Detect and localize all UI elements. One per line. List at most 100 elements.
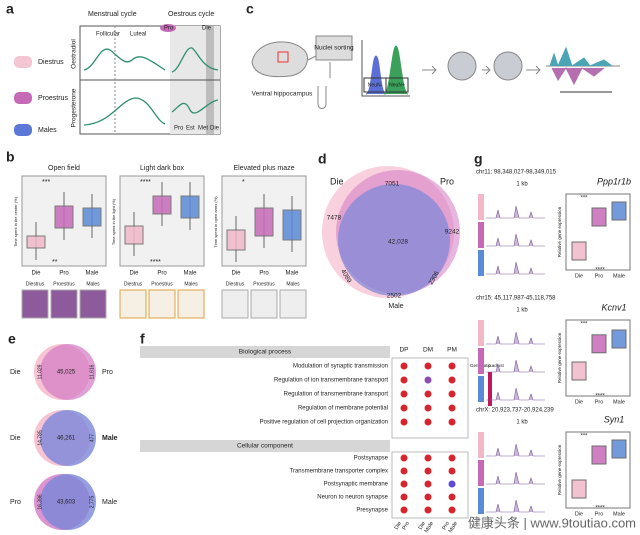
dot bbox=[448, 362, 456, 370]
colorbar bbox=[488, 372, 492, 406]
dot bbox=[400, 454, 408, 462]
group-label: Pro bbox=[59, 271, 69, 277]
dot bbox=[424, 404, 432, 412]
panel-label: g bbox=[474, 151, 483, 167]
image-label: Proestrus bbox=[151, 281, 173, 287]
gbox bbox=[611, 201, 627, 221]
dot bbox=[424, 390, 432, 398]
x-label: Die bbox=[394, 521, 403, 531]
phase-label: Pro bbox=[164, 26, 174, 32]
arena-image bbox=[50, 289, 78, 319]
track-band bbox=[478, 348, 484, 374]
box bbox=[152, 195, 172, 215]
group-label: Pro bbox=[157, 271, 167, 277]
panel-label: d bbox=[318, 151, 327, 167]
dot bbox=[448, 493, 456, 501]
group-label: Die bbox=[575, 511, 583, 517]
track bbox=[486, 261, 545, 275]
track bbox=[486, 331, 545, 345]
phase-label: Est bbox=[186, 126, 195, 132]
box bbox=[54, 205, 74, 229]
term: Postsynaptic membrane bbox=[324, 482, 389, 488]
step-label: Nuclei sorting bbox=[314, 45, 354, 52]
dot bbox=[400, 467, 408, 475]
dot bbox=[400, 506, 408, 514]
set-label: Pro bbox=[10, 499, 21, 506]
axis-label: Progesterone bbox=[71, 88, 78, 127]
phase-label: Die bbox=[202, 26, 212, 32]
phase-label: Pro bbox=[174, 126, 184, 132]
count: 11,029 bbox=[37, 364, 43, 379]
group-label: Male bbox=[613, 511, 625, 517]
image-label: Diestrus bbox=[26, 281, 45, 287]
gene-name: Kcnv1 bbox=[601, 302, 626, 312]
track-band bbox=[478, 194, 484, 220]
dot bbox=[448, 480, 456, 488]
significance: *** bbox=[580, 434, 588, 440]
track-band bbox=[478, 488, 484, 514]
gbox bbox=[571, 361, 587, 381]
header: Menstrual cycle bbox=[88, 11, 137, 18]
arena-image bbox=[79, 289, 107, 319]
significance: *** bbox=[580, 322, 588, 328]
phase-label: Follicular bbox=[96, 32, 120, 38]
significance: *** bbox=[42, 179, 50, 186]
set-label: Male bbox=[388, 303, 403, 310]
track bbox=[486, 233, 545, 247]
significance: **** bbox=[595, 394, 605, 400]
term: Regulation of transmembrane transport bbox=[284, 392, 389, 398]
x-label: Pro bbox=[402, 521, 411, 531]
scale-label: 1 kb bbox=[516, 182, 528, 188]
significance: **** bbox=[595, 268, 605, 274]
axis-label: Relative gene expression bbox=[557, 444, 562, 495]
column-label: DM bbox=[423, 347, 433, 354]
term: Transmembrane transporter complex bbox=[290, 469, 388, 475]
significance: **** bbox=[595, 506, 605, 512]
gplot-area bbox=[565, 431, 631, 509]
panel-label: a bbox=[6, 1, 14, 17]
group-label: Male bbox=[85, 271, 99, 277]
gbox bbox=[571, 479, 587, 499]
count: 11,616 bbox=[89, 364, 95, 379]
dot bbox=[448, 467, 456, 475]
coordinates: chr11: 98,348,027-98,349,015 bbox=[476, 170, 557, 176]
arena-image bbox=[221, 289, 249, 319]
gbox bbox=[591, 445, 607, 465]
track bbox=[486, 205, 545, 219]
significance: **** bbox=[140, 179, 151, 186]
arena-image bbox=[119, 289, 147, 319]
track-band bbox=[478, 222, 484, 248]
arena-image bbox=[21, 289, 49, 319]
group-label: Die bbox=[575, 399, 583, 405]
count: 2502 bbox=[387, 293, 402, 300]
section-title: Cellular component bbox=[237, 443, 293, 450]
axis-label: Relative gene expression bbox=[557, 206, 562, 257]
image-label: Males bbox=[184, 281, 198, 287]
arena-image bbox=[177, 289, 205, 319]
dot bbox=[400, 390, 408, 398]
coordinates: chr15: 45,117,987-45,118,758 bbox=[476, 296, 556, 302]
image-label: Proestrus bbox=[253, 281, 275, 287]
set-label: Die bbox=[330, 176, 344, 186]
count: 43,603 bbox=[57, 500, 76, 506]
count: 42,028 bbox=[388, 239, 408, 246]
box bbox=[82, 207, 102, 227]
x-label: Male bbox=[448, 521, 459, 534]
term: Regulation of membrane potential bbox=[298, 406, 388, 412]
count: 45,025 bbox=[57, 370, 76, 376]
gate-label: NeuN+ bbox=[389, 82, 405, 88]
gplot-area bbox=[565, 319, 631, 397]
group-label: Die bbox=[31, 271, 41, 277]
tissue-label: Ventral hippocampus bbox=[252, 91, 313, 98]
dot bbox=[424, 376, 432, 384]
panel-d-art bbox=[322, 166, 460, 298]
significance: * bbox=[242, 179, 245, 186]
column-label: PM bbox=[447, 347, 457, 354]
dot bbox=[448, 404, 456, 412]
gate-label: NeuN- bbox=[368, 82, 383, 88]
term: Regulation of ion transmembrane transpor… bbox=[274, 378, 388, 384]
gplot-area bbox=[565, 193, 631, 271]
panel-a-art bbox=[14, 24, 221, 136]
phase-label: Die bbox=[210, 126, 220, 132]
x-label: Die bbox=[418, 521, 427, 531]
